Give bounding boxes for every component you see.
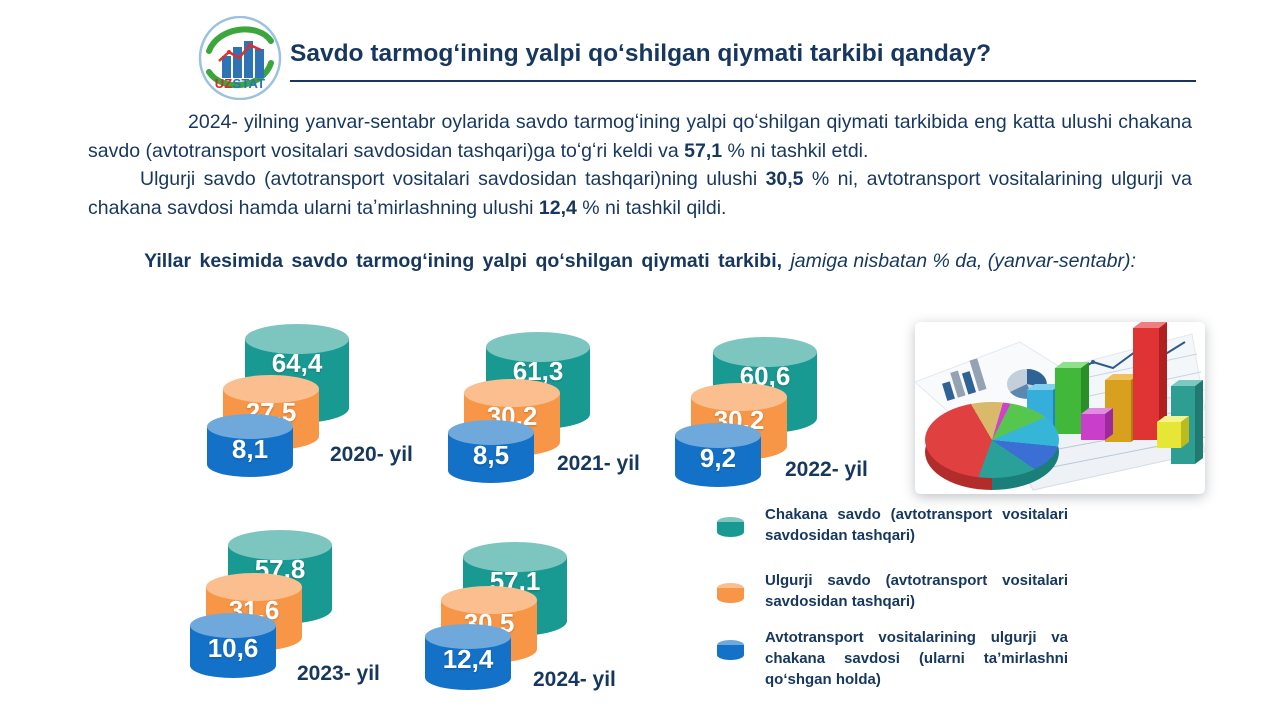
bar-magenta — [1081, 408, 1113, 440]
uzstat-logo: UZSTAT — [198, 16, 282, 100]
cylinder-2021-series2: 8,5 — [448, 420, 534, 483]
intro-p1-tail: % ni tashkil etdi. — [722, 139, 869, 162]
cylinder-2023-series2: 10,6 — [190, 613, 276, 678]
bar-red — [1133, 322, 1167, 440]
blue-cylinder-icon — [717, 640, 744, 661]
intro-paragraph-2: Ulgurji savdo (avtotransport vositalari … — [88, 165, 1192, 222]
legend-label-ulgurji: Ulgurji savdo (avtotransport vositalari … — [765, 572, 1068, 610]
chart-subtitle-bold: Yillar kesimida savdo tarmogʻining yalpi… — [144, 250, 791, 272]
year-label-2020: 2020- yil — [330, 443, 413, 466]
intro-text: 2024- yilning yanvar-sentabr oylarida sa… — [88, 108, 1192, 222]
cylinder-top — [207, 414, 293, 439]
orange-cylinder-icon — [717, 583, 744, 604]
intro-p2-text: Ulgurji savdo (avtotransport vositalari … — [140, 168, 766, 190]
marker-body — [717, 588, 744, 603]
logo-stat: STAT — [232, 76, 266, 91]
cylinder-2022-series2: 9,2 — [675, 423, 761, 487]
year-label-2022: 2022- yil — [785, 458, 868, 481]
cylinder-top — [691, 383, 787, 411]
year-label-2023: 2023- yil — [297, 662, 380, 685]
chart-subtitle-italic: jamiga nisbatan % da, (yanvar-sentabr): — [790, 250, 1136, 272]
cylinder-top — [245, 324, 349, 354]
cylinder-top — [464, 379, 560, 407]
logo-uz: UZ — [214, 76, 233, 91]
marker-body — [717, 645, 744, 660]
cylinder-top — [228, 530, 332, 560]
logo-text: UZSTAT — [198, 76, 282, 91]
cylinder-top — [206, 573, 302, 601]
value-label: 12,4 — [442, 644, 494, 674]
intro-p1-value: 57,1 — [684, 139, 723, 162]
intro-p1-text: 2024- yilning yanvar-sentabr oylarida sa… — [88, 111, 1192, 162]
intro-p2-tail: % ni tashkil qildi. — [576, 196, 727, 219]
cylinder-top — [486, 332, 590, 362]
legend-item-avtotransport: Avtotransport vositalarining ulgurji va … — [715, 627, 1069, 690]
value-label: 9,2 — [699, 443, 737, 473]
intro-p2-value-2: 12,4 — [538, 196, 577, 219]
cylinder-top — [675, 423, 761, 448]
cylinder-top — [425, 624, 511, 649]
value-label: 64,4 — [271, 348, 323, 378]
cylinder-2024-series2: 12,4 — [425, 624, 511, 690]
cylinder-top — [190, 613, 276, 638]
value-label: 8,1 — [231, 434, 269, 464]
value-label: 10,6 — [207, 633, 259, 663]
teal-cylinder-icon — [717, 517, 744, 538]
value-label: 8,5 — [472, 440, 510, 470]
uzstat-logo-icon — [198, 16, 282, 100]
legend-label-chakana: Chakana savdo (avtotransport vositalari … — [765, 506, 1068, 544]
intro-p2-mid: % ni, avtotransport vositalarining ulgur… — [88, 168, 1192, 219]
decorative-3d-charts-image — [915, 322, 1205, 494]
cylinder-top — [463, 542, 567, 572]
cylinder-top — [713, 337, 817, 367]
page-title: Savdo tarmogʻining yalpi qoʻshilgan qiym… — [290, 40, 1196, 82]
cylinder-top — [448, 420, 534, 445]
legend-item-ulgurji: Ulgurji savdo (avtotransport vositalari … — [715, 570, 1069, 612]
bar-yellow — [1157, 416, 1189, 448]
chart-subtitle: Yillar kesimida savdo tarmogʻining yalpi… — [88, 247, 1192, 275]
year-label-2024: 2024- yil — [533, 668, 616, 691]
intro-p2-value-1: 30,5 — [765, 168, 804, 190]
cylinder-top — [441, 586, 537, 614]
year-label-2021: 2021- yil — [557, 452, 640, 475]
intro-paragraph-1: 2024- yilning yanvar-sentabr oylarida sa… — [88, 108, 1192, 165]
legend-item-chakana: Chakana savdo (avtotransport vositalari … — [715, 504, 1069, 546]
cylinder-2020-series2: 8,1 — [207, 414, 293, 477]
marker-body — [717, 522, 744, 537]
cylinder-top — [223, 375, 319, 403]
decor-pie-chart — [925, 402, 1059, 478]
legend-label-avtotransport: Avtotransport vositalarining ulgurji va … — [765, 629, 1068, 688]
